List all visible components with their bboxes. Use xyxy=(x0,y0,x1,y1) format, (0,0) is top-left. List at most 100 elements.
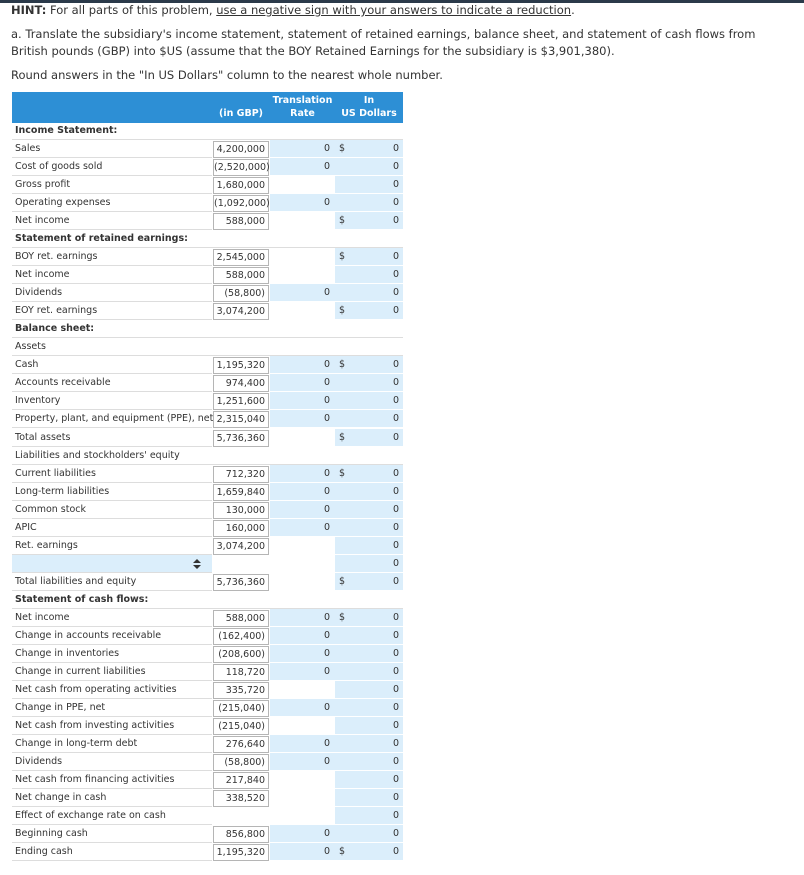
usd-input[interactable]: 0 xyxy=(335,680,403,699)
dropdown[interactable] xyxy=(12,554,212,573)
usd-input[interactable]: 0 xyxy=(335,716,403,735)
table-row: Sales 4,200,000 0 0 $ xyxy=(12,140,403,159)
gbp-value: 5,736,360 xyxy=(213,429,269,447)
usd-input[interactable]: 0 xyxy=(335,284,403,303)
row-label: Current liabilities xyxy=(12,465,212,483)
rate-input xyxy=(270,176,335,195)
rate-input[interactable]: 0 xyxy=(270,410,335,429)
gbp-value: 2,545,000 xyxy=(213,249,269,267)
usd-input[interactable]: 0 xyxy=(335,807,403,826)
rate-input[interactable]: 0 xyxy=(270,356,335,375)
usd-input[interactable]: 0 xyxy=(335,248,403,267)
usd-input[interactable]: 0 xyxy=(335,158,403,177)
rate-input[interactable]: 0 xyxy=(270,158,335,177)
usd-input[interactable]: 0 xyxy=(335,194,403,213)
hint-link[interactable]: use a negative sign with your answers to… xyxy=(216,3,572,17)
rate-input[interactable]: 0 xyxy=(270,482,335,501)
rate-input[interactable]: 0 xyxy=(270,374,335,393)
rate-input[interactable]: 0 xyxy=(270,626,335,645)
row-label: APIC xyxy=(12,519,212,537)
usd-input[interactable]: 0 xyxy=(335,698,403,717)
table-row: Accounts receivable 974,400 0 0 xyxy=(12,374,403,393)
table-row: Net cash from operating activities 335,72… xyxy=(12,680,403,699)
usd-input[interactable]: 0 xyxy=(335,410,403,429)
row-label: Accounts receivable xyxy=(12,374,212,393)
usd-input[interactable]: 0 xyxy=(335,626,403,645)
usd-input[interactable]: 0 xyxy=(335,140,403,159)
gbp-value: 588,000 xyxy=(213,213,269,231)
rate-input[interactable]: 0 xyxy=(270,464,335,483)
rate-input[interactable]: 0 xyxy=(270,825,335,844)
table-row: Change in accounts receivable (162,400) 0 0 xyxy=(12,626,403,645)
row-label: Liabilities and stockholders' equity xyxy=(12,447,403,465)
usd-input[interactable]: 0 xyxy=(335,428,403,447)
usd-input[interactable]: 0 xyxy=(335,536,403,555)
rate-input[interactable]: 0 xyxy=(270,284,335,303)
rate-input xyxy=(270,266,335,285)
hint: HINT: For all parts of this problem, use… xyxy=(11,2,781,19)
usd-input[interactable]: 0 xyxy=(335,374,403,393)
row-label: Net income xyxy=(12,212,212,231)
rate-input xyxy=(270,716,335,735)
rate-input[interactable]: 0 xyxy=(270,698,335,717)
usd-input[interactable]: 0 xyxy=(335,464,403,483)
rate-input[interactable]: 0 xyxy=(270,140,335,159)
usd-input[interactable]: 0 xyxy=(335,266,403,285)
rate-input xyxy=(270,789,335,808)
usd-input[interactable]: 0 xyxy=(335,518,403,537)
table-row: Change in current liabilities 118,720 0 0 xyxy=(12,662,403,681)
rate-input[interactable]: 0 xyxy=(270,753,335,772)
gbp-value: (215,040) xyxy=(213,717,269,735)
table-row: Effect of exchange rate on cash 0 xyxy=(12,807,403,826)
table-row: Change in PPE, net (215,040) 0 0 xyxy=(12,698,403,717)
usd-input[interactable]: 0 xyxy=(335,789,403,808)
usd-input[interactable]: 0 xyxy=(335,554,403,573)
table-row: Net income 588,000 0 xyxy=(12,266,403,285)
rate-input[interactable]: 0 xyxy=(270,843,335,862)
rate-input[interactable]: 0 xyxy=(270,500,335,519)
gbp-value: 217,840 xyxy=(213,772,269,790)
row-label: EOY ret. earnings xyxy=(12,302,212,321)
usd-input[interactable]: 0 xyxy=(335,735,403,754)
rate-input[interactable]: 0 xyxy=(270,735,335,754)
row-label: Gross profit xyxy=(12,176,212,195)
row-label: Common stock xyxy=(12,501,212,519)
usd-input[interactable]: 0 xyxy=(335,356,403,375)
usd-input[interactable]: 0 xyxy=(335,771,403,790)
table-row: Inventory 1,251,600 0 0 xyxy=(12,392,403,411)
rate-input[interactable]: 0 xyxy=(270,608,335,627)
usd-input[interactable]: 0 xyxy=(335,825,403,844)
rate-input[interactable]: 0 xyxy=(270,644,335,663)
usd-input[interactable]: 0 xyxy=(335,212,403,231)
usd-input[interactable]: 0 xyxy=(335,176,403,195)
usd-input[interactable]: 0 xyxy=(335,662,403,681)
rate-input[interactable]: 0 xyxy=(270,392,335,411)
usd-input[interactable]: 0 xyxy=(335,753,403,772)
table-row: Liabilities and stockholders' equity xyxy=(12,447,403,465)
gbp-value: 118,720 xyxy=(213,663,269,681)
table-row: Ret. earnings 3,074,200 0 xyxy=(12,536,403,555)
usd-input[interactable]: 0 xyxy=(335,392,403,411)
table-row: Statement of cash flows: xyxy=(12,591,403,609)
row-label: Ret. earnings xyxy=(12,537,212,555)
gbp-value: (215,040) xyxy=(213,699,269,717)
row-label: Ending cash xyxy=(12,843,212,862)
rate-input[interactable]: 0 xyxy=(270,518,335,537)
usd-input[interactable]: 0 xyxy=(335,608,403,627)
usd-input[interactable]: 0 xyxy=(335,644,403,663)
gbp-value: (2,520,000) xyxy=(213,159,270,177)
table-row: Change in long-term debt 276,640 0 0 xyxy=(12,735,403,754)
usd-input[interactable]: 0 xyxy=(335,572,403,591)
currency-sign: $ xyxy=(339,431,346,443)
rate-input[interactable]: 0 xyxy=(270,194,335,213)
usd-input[interactable]: 0 xyxy=(335,500,403,519)
rate-input xyxy=(270,536,335,555)
usd-input[interactable]: 0 xyxy=(335,843,403,862)
usd-input[interactable]: 0 xyxy=(335,302,403,321)
row-label: Net income xyxy=(12,609,212,627)
rate-input[interactable]: 0 xyxy=(270,662,335,681)
table-row: BOY ret. earnings 2,545,000 0 $ xyxy=(12,248,403,267)
usd-input[interactable]: 0 xyxy=(335,482,403,501)
row-label: Total assets xyxy=(12,429,212,447)
gbp-value: 130,000 xyxy=(213,501,269,519)
